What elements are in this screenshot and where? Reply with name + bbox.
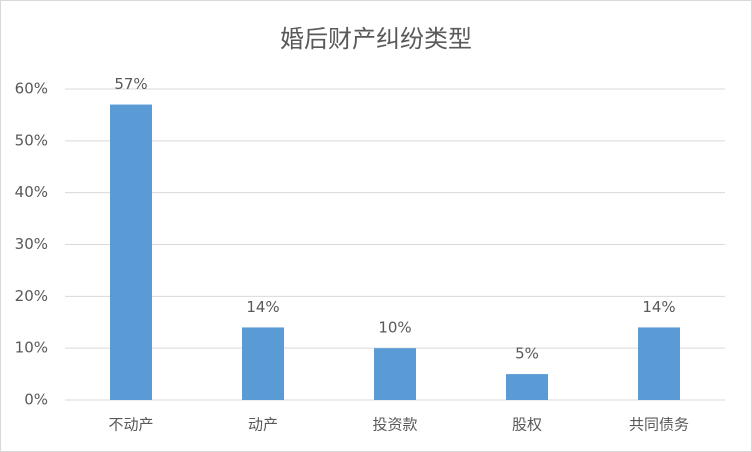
y-tick-label: 20% (15, 287, 48, 305)
x-tick-label: 股权 (512, 416, 542, 434)
bar (110, 104, 152, 401)
chart-title: 婚后财产纠纷类型 (280, 25, 472, 53)
data-label: 5% (515, 345, 539, 363)
data-label: 14% (246, 298, 279, 316)
y-tick-label: 40% (15, 183, 48, 201)
y-tick-label: 10% (15, 339, 48, 357)
data-label: 10% (378, 319, 411, 337)
x-tick-label: 不动产 (108, 416, 153, 434)
x-tick-label: 投资款 (372, 416, 417, 434)
y-tick-label: 50% (15, 131, 48, 149)
y-tick-label: 0% (24, 391, 48, 409)
data-label: 57% (114, 75, 147, 93)
bar (638, 327, 680, 400)
x-tick-label: 共同债务 (629, 416, 689, 434)
y-tick-label: 30% (15, 235, 48, 253)
bar (374, 348, 416, 400)
data-label: 14% (642, 298, 675, 316)
bar (506, 374, 548, 400)
bar (242, 327, 284, 400)
x-tick-label: 动产 (248, 416, 278, 434)
y-tick-label: 60% (15, 80, 48, 98)
